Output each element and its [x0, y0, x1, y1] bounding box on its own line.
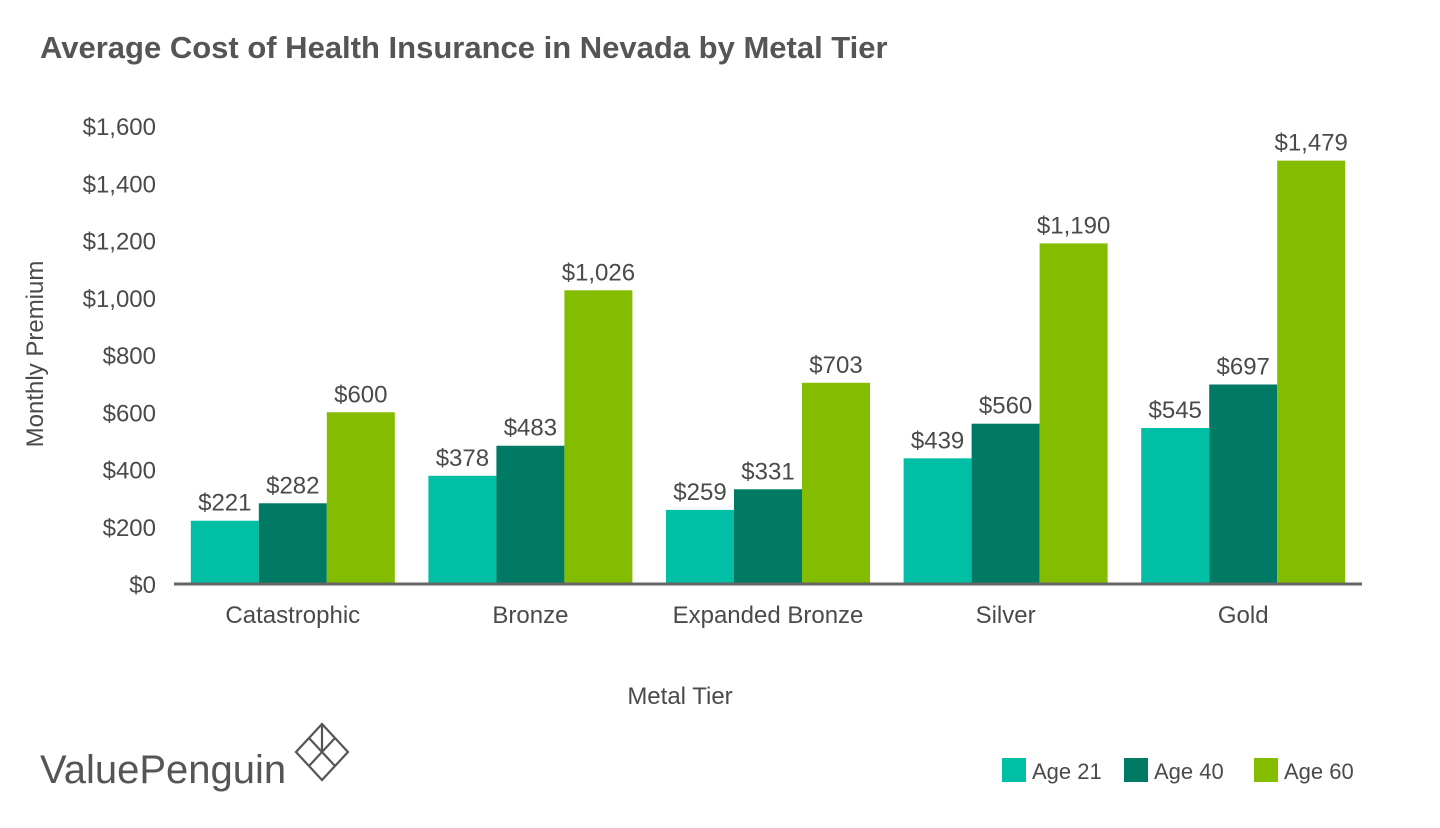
bar-age-40 — [734, 489, 802, 584]
x-category-label: Gold — [1218, 602, 1269, 629]
data-label: $545 — [1149, 397, 1202, 424]
y-tick-label: $1,000 — [83, 286, 156, 313]
data-label: $439 — [911, 427, 964, 454]
brand-logo: ValuePenguin — [40, 722, 350, 792]
bar-age-60 — [802, 382, 870, 584]
bar-age-60 — [1039, 243, 1108, 585]
y-tick-label: $600 — [103, 400, 156, 427]
data-labels: $221 $282 $600 $378 $483 $1,026 $259 $331 $703 $4… — [198, 130, 1348, 517]
data-label: $1,026 — [562, 259, 635, 286]
legend-label: Age 60 — [1284, 759, 1354, 784]
y-tick-label: $400 — [103, 458, 156, 485]
bar-age-40 — [258, 503, 327, 584]
x-category-label: Silver — [976, 602, 1036, 629]
data-label: $697 — [1217, 353, 1270, 380]
bar-age-21 — [903, 458, 972, 584]
y-tick-label: $200 — [103, 515, 156, 542]
legend-item-age-21: Age 21 — [1002, 758, 1102, 784]
legend-swatch — [1254, 758, 1278, 782]
brand-name: ValuePenguin — [40, 748, 286, 792]
bar-age-60 — [564, 290, 633, 584]
x-category-label: Expanded Bronze — [673, 602, 864, 629]
data-label: $703 — [809, 352, 862, 379]
y-tick-label: $0 — [129, 572, 156, 599]
bar-age-40 — [971, 423, 1040, 584]
x-axis-category-labels: Catastrophic Bronze Expanded Bronze Silver G… — [225, 602, 1268, 629]
bar-age-21 — [428, 475, 497, 584]
bar-age-21 — [190, 520, 259, 584]
legend-item-age-40: Age 40 — [1124, 758, 1224, 784]
x-axis-title: Metal Tier — [627, 683, 732, 710]
data-label: $560 — [979, 393, 1032, 420]
bar-age-40 — [496, 445, 565, 584]
data-label: $259 — [673, 479, 726, 506]
legend-swatch — [1124, 758, 1148, 782]
data-label: $221 — [198, 490, 251, 517]
x-category-label: Catastrophic — [225, 602, 360, 629]
data-label: $378 — [436, 445, 489, 472]
data-label: $331 — [741, 458, 794, 485]
data-label: $1,190 — [1037, 212, 1110, 239]
data-label: $600 — [334, 381, 387, 408]
y-tick-label: $800 — [103, 343, 156, 370]
bars — [190, 160, 1346, 585]
bar-age-21 — [1141, 427, 1210, 584]
legend: Age 21 Age 40 Age 60 — [1002, 758, 1354, 784]
y-axis-title: Monthly Premium — [22, 261, 49, 448]
data-label: $282 — [266, 472, 319, 499]
bar-age-21 — [666, 509, 734, 584]
y-tick-label: $1,400 — [83, 171, 156, 198]
legend-swatch — [1002, 758, 1026, 782]
y-tick-label: $1,200 — [83, 229, 156, 256]
valuepenguin-logo-icon — [294, 722, 350, 782]
x-category-label: Bronze — [492, 602, 568, 629]
bar-age-60 — [1277, 160, 1346, 585]
legend-label: Age 40 — [1154, 759, 1224, 784]
chart-title: Average Cost of Health Insurance in Neva… — [40, 30, 888, 65]
legend-item-age-60: Age 60 — [1254, 758, 1354, 784]
legend-label: Age 21 — [1032, 759, 1102, 784]
data-label: $1,479 — [1274, 130, 1347, 157]
data-label: $483 — [504, 415, 557, 442]
bar-age-60 — [326, 412, 395, 584]
y-tick-label: $1,600 — [83, 114, 156, 141]
bar-age-40 — [1209, 384, 1278, 584]
y-axis-ticks: $0 $200 $400 $600 $800 $1,000 $1,200 $1,400 $1,6… — [83, 114, 156, 599]
